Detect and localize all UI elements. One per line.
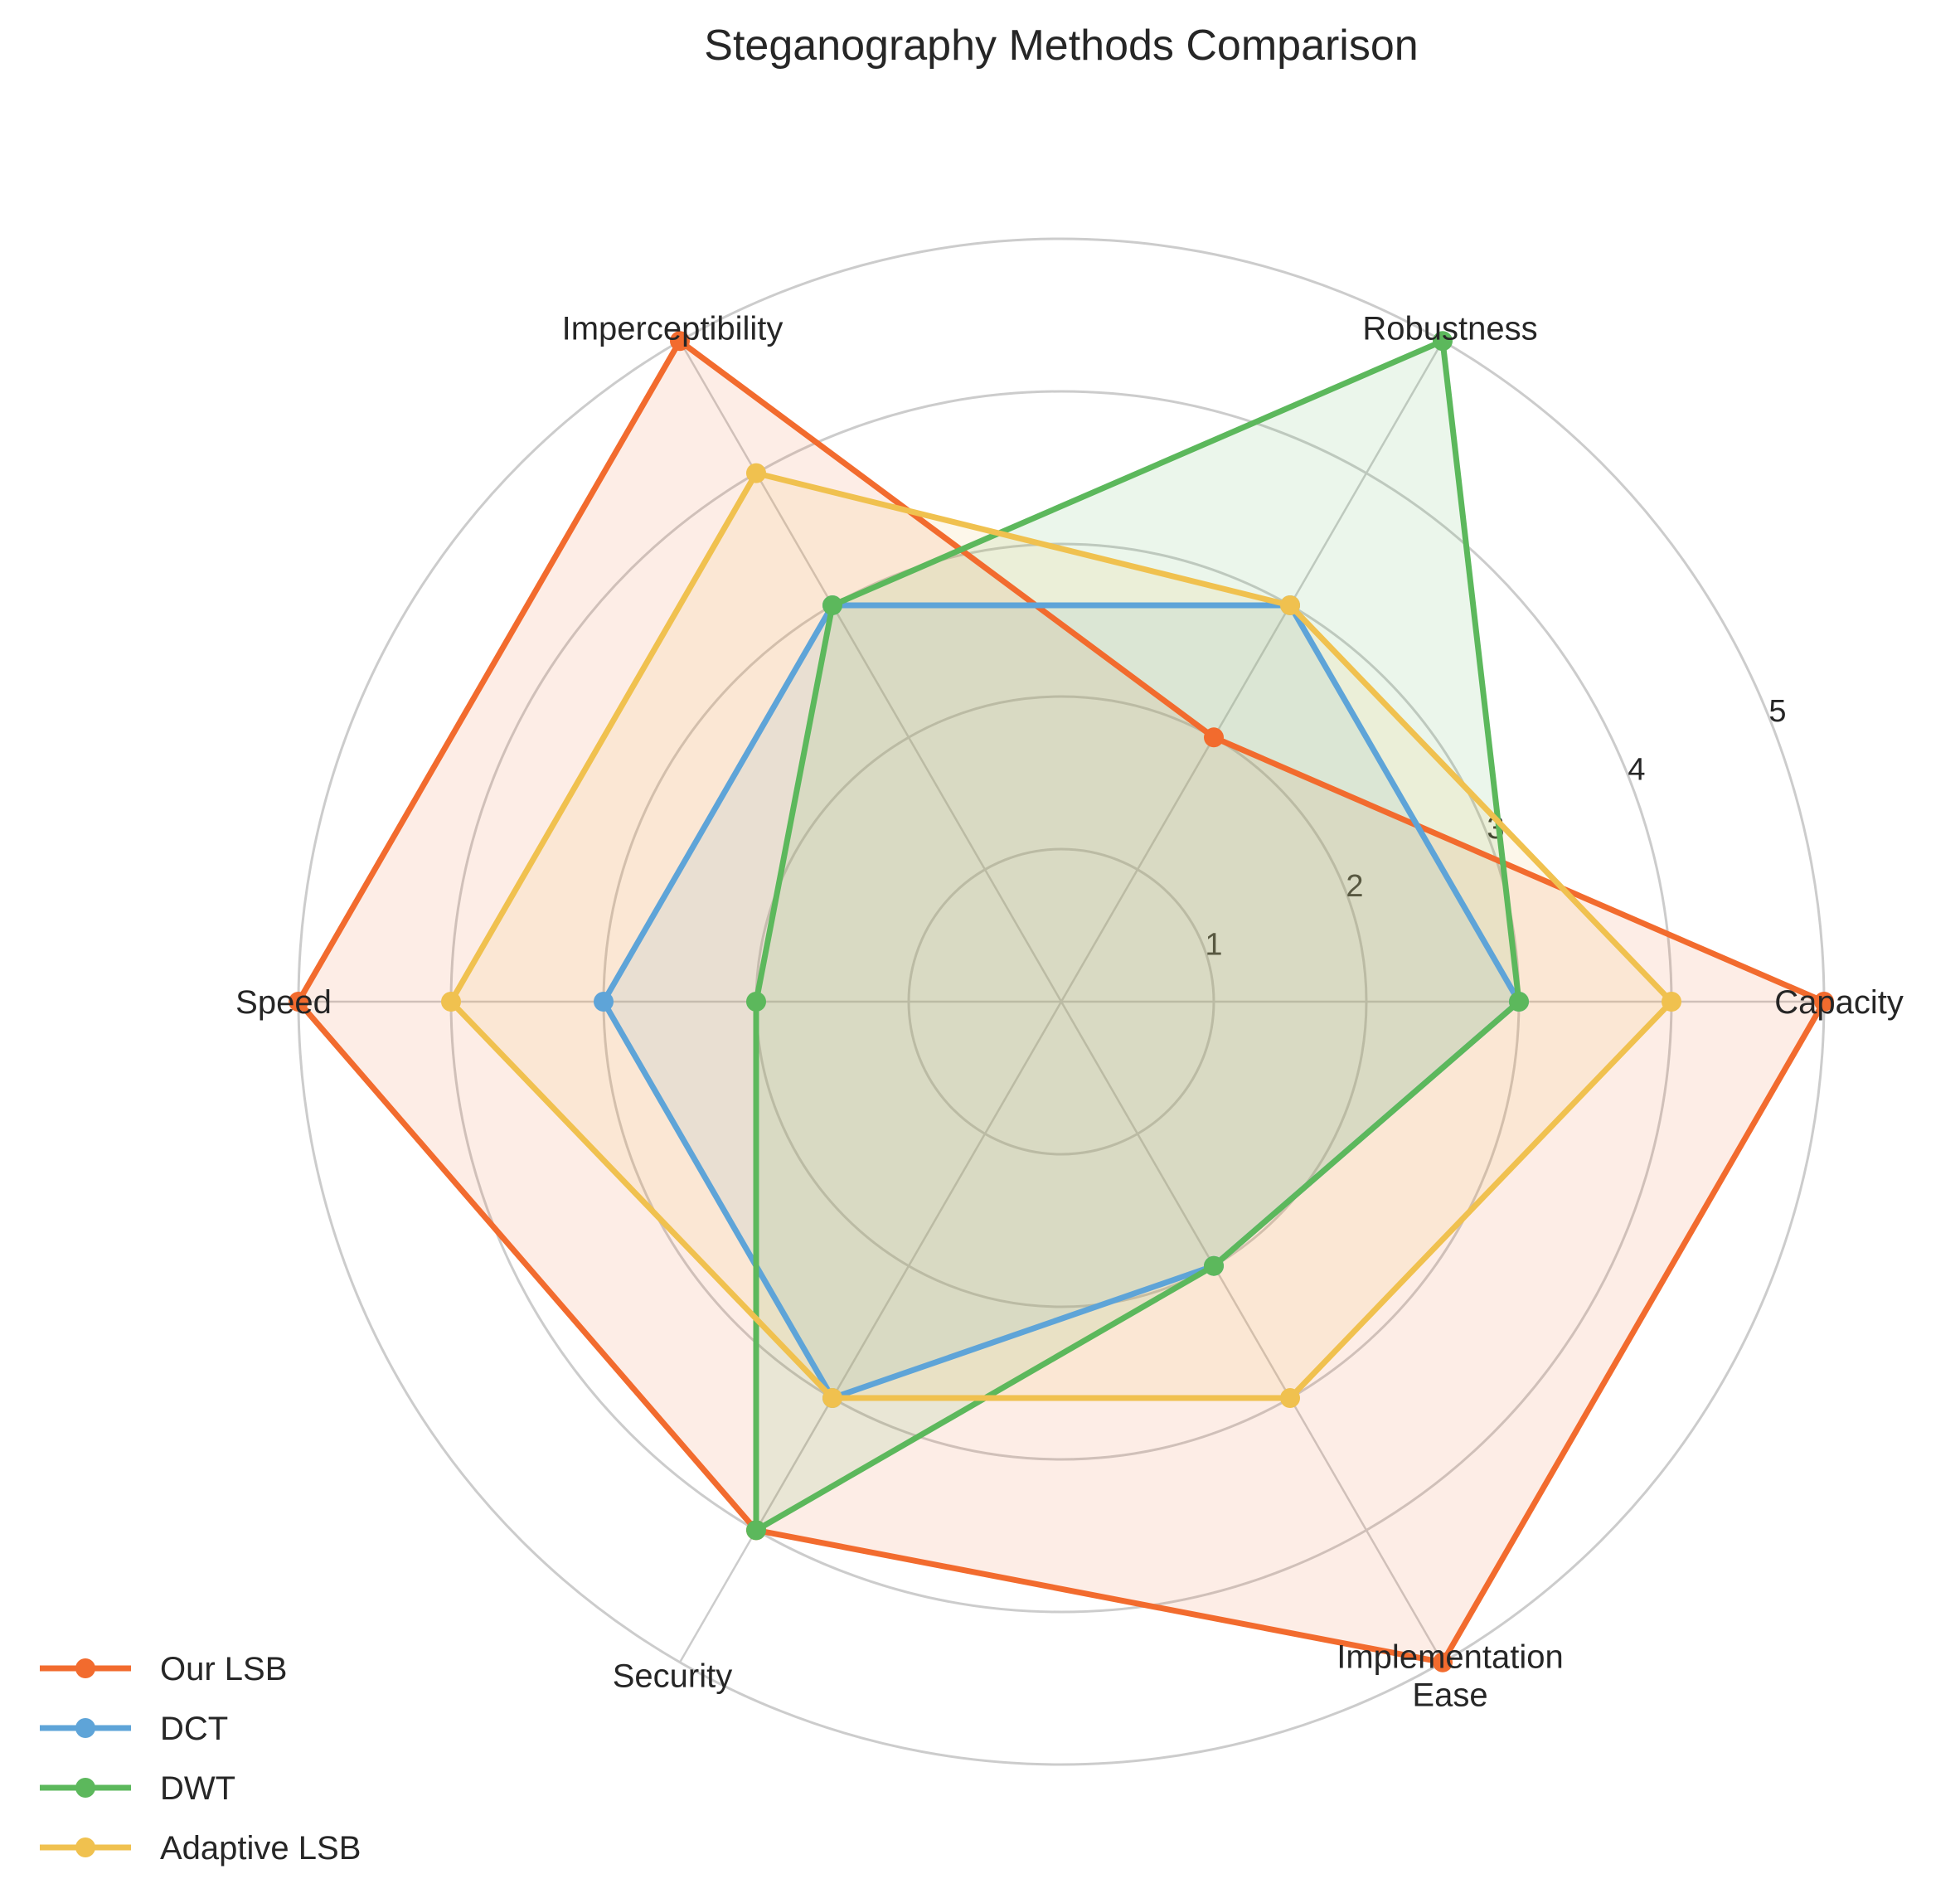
data-point [441,992,461,1012]
chart-title: Steganography Methods Comparison [704,22,1418,70]
legend-swatch-marker [75,1837,95,1857]
data-point [746,463,766,483]
grid-spoke [1060,1001,1444,1663]
axis-label: Implementation Ease [1337,1638,1563,1713]
series-fill [298,341,1824,1663]
axis-labels: Capacity Robustness Imperceptibility Speed S… [235,311,1904,1714]
legend-swatch-marker [75,1778,95,1798]
data-point [1280,595,1300,615]
data-point [822,595,842,615]
series-lines [289,331,1834,1672]
axis-label: Robustness [1362,311,1537,347]
tick-label: 4 [1628,752,1645,787]
legend-label: DWT [160,1770,235,1807]
legend-label: Adaptive LSB [160,1830,361,1867]
legend-swatch-marker [75,1718,95,1738]
legend-label: DCT [160,1711,228,1747]
axis-label: Speed [235,984,332,1021]
data-point [594,992,614,1012]
axis-label: Capacity [1774,984,1904,1021]
legend-label: Our LSB [160,1651,287,1687]
axis-label: Imperceptibility [562,311,784,347]
data-point [746,1520,766,1541]
tick-label: 2 [1346,869,1363,904]
legend-swatch-marker [75,1658,95,1678]
data-point [1204,727,1224,748]
data-point [1662,992,1681,1012]
axis-label: Security [613,1658,733,1694]
legend: Our LSB DCT DWT Adaptive LSB [40,1651,361,1867]
series-fill [756,341,1519,1531]
grid-spoke [678,340,1063,1002]
tick-label: 1 [1205,928,1222,963]
data-point [1280,1388,1300,1409]
tick-label: 5 [1768,694,1786,729]
data-point [746,992,766,1012]
data-point [1433,331,1453,352]
data-point [1814,992,1834,1012]
data-point [1509,992,1529,1012]
grid-spoke [1060,340,1444,1002]
data-point [822,1388,842,1409]
data-point [670,331,690,352]
data-point [1204,1255,1224,1276]
grid-spoke [678,1001,1063,1663]
data-point [1433,1652,1453,1672]
series-fills [298,341,1824,1663]
data-point [289,992,308,1012]
